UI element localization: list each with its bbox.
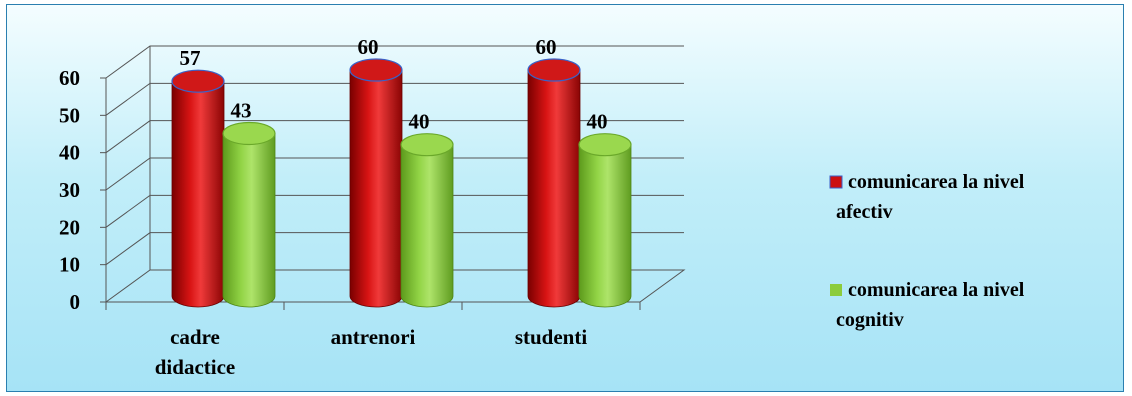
bar-top-cognitiv: [578, 133, 632, 157]
data-label: 43: [231, 98, 252, 122]
data-label: 40: [409, 110, 430, 134]
data-label: 40: [587, 110, 608, 134]
legend: comunicarea la nivel afectiv comunicarea l…: [829, 171, 1025, 331]
x-category-label: cadre didactice: [155, 325, 235, 379]
labels: 0 10 20 30 40 50 60 cadre didactice antrenori stud…: [59, 35, 608, 379]
y-tick-label: 20: [59, 215, 80, 239]
data-label: 60: [536, 35, 557, 59]
bars: [171, 58, 632, 308]
y-tick-label: 0: [70, 290, 81, 314]
bar-cognitiv: [400, 144, 454, 308]
data-label: 57: [180, 46, 201, 70]
y-tick-label: 50: [59, 103, 80, 127]
legend-swatch-cognitiv: [830, 284, 842, 296]
bar-top-afectiv: [349, 58, 403, 82]
bar-afectiv: [349, 69, 403, 308]
y-tick-label: 30: [59, 178, 80, 202]
bar-top-afectiv: [527, 58, 581, 82]
legend-swatch-afectiv: [829, 175, 843, 189]
legend-label-afectiv: comunicarea la nivel afectiv: [836, 171, 1025, 223]
bar-cognitiv: [222, 133, 276, 308]
bar-top-afectiv: [171, 69, 225, 93]
y-tick-label: 60: [59, 66, 80, 90]
y-tick-label: 10: [59, 253, 80, 277]
legend-label-cognitiv: comunicarea la nivel cognitiv: [836, 279, 1025, 331]
bar-top-cognitiv: [222, 121, 276, 146]
bar-afectiv: [527, 69, 581, 308]
x-category-label: studenti: [515, 325, 588, 349]
bar-top-cognitiv: [400, 133, 454, 157]
x-category-label: antrenori: [331, 325, 416, 349]
bar-afectiv: [171, 80, 225, 308]
y-tick-label: 40: [59, 141, 80, 165]
data-label: 60: [358, 35, 379, 59]
bar-cognitiv: [578, 144, 632, 308]
